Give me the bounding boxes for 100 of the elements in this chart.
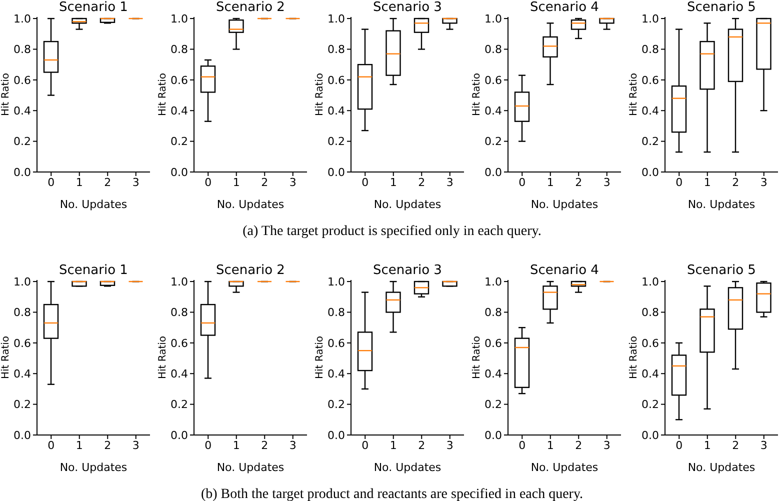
x-tick-label: 3 <box>760 438 768 452</box>
y-tick-label: 0.0 <box>484 428 502 442</box>
y-tick-label: 0.4 <box>14 368 31 381</box>
x-tick-label: 0 <box>362 176 369 189</box>
x-tick-label: 3 <box>289 176 296 189</box>
y-tick-label: 0.2 <box>14 135 31 148</box>
x-axis-title: No. Updates <box>216 198 284 211</box>
x-tick-label: 2 <box>104 438 112 452</box>
x-tick-label: 2 <box>575 176 582 189</box>
y-tick-label: 0.8 <box>642 306 659 320</box>
x-axis-title: No. Updates <box>530 198 598 211</box>
x-tick-label: 0 <box>362 438 369 452</box>
x-axis-title: No. Updates <box>688 461 756 474</box>
y-tick-label: 0.6 <box>14 336 31 350</box>
y-axis-title: Hit Ratio <box>314 336 326 380</box>
x-tick-label: 2 <box>261 176 268 189</box>
x-tick-label: 0 <box>204 438 212 452</box>
text: (a) The target product is specified only in each query. <box>242 224 542 240</box>
x-tick-label: 0 <box>676 176 683 189</box>
x-axis-title: No. Updates <box>688 198 756 211</box>
y-tick-label: 0.6 <box>484 74 502 87</box>
y-tick-label: 0.0 <box>170 166 188 179</box>
x-tick-label: 0 <box>676 438 683 452</box>
x-tick-label: 1 <box>704 438 711 452</box>
x-tick-label: 2 <box>732 438 740 452</box>
x-tick-label: 1 <box>546 176 554 189</box>
y-tick-label: 0.0 <box>14 166 31 179</box>
x-tick-label: 2 <box>104 176 112 189</box>
y-axis-title: Hit Ratio <box>472 72 482 116</box>
x-tick-label: 0 <box>48 176 55 189</box>
chart-title: Scenario 5 <box>687 0 756 15</box>
x-tick-label: 3 <box>132 176 140 189</box>
x-tick-label: 1 <box>390 438 397 452</box>
x-tick-label: 3 <box>603 176 610 189</box>
y-axis-title: Hit Ratio <box>0 336 12 380</box>
chart-title: Scenario 1 <box>59 263 128 278</box>
y-tick-label: 1.0 <box>170 275 188 288</box>
y-tick-label: 0.8 <box>170 306 188 320</box>
y-tick-label: 0.0 <box>484 166 502 179</box>
chart-title: Scenario 5 <box>687 263 756 278</box>
y-tick-label: 0.0 <box>642 166 659 179</box>
y-tick-label: 1.0 <box>328 275 345 288</box>
x-tick-label: 2 <box>418 438 426 452</box>
x-axis-title: No. Updates <box>530 461 598 474</box>
y-tick-label: 0.6 <box>14 74 31 87</box>
y-tick-label: 0.4 <box>484 368 502 381</box>
y-tick-label: 0.8 <box>642 43 659 56</box>
text: (b) Both the target product and reactants are specified in each query. <box>200 487 584 501</box>
y-tick-label: 0.2 <box>484 135 502 148</box>
y-axis-title: Hit Ratio <box>158 336 168 380</box>
x-tick-label: 1 <box>76 176 83 189</box>
y-tick-label: 0.2 <box>328 398 345 412</box>
y-tick-label: 0.8 <box>484 306 502 320</box>
x-tick-label: 3 <box>132 438 140 452</box>
y-tick-label: 0.8 <box>170 43 188 56</box>
x-tick-label: 0 <box>204 176 212 189</box>
y-tick-label: 0.4 <box>14 104 31 118</box>
y-axis-title: Hit Ratio <box>314 72 326 116</box>
y-tick-label: 0.8 <box>14 43 31 56</box>
y-tick-label: 0.6 <box>328 74 345 87</box>
y-tick-label: 0.2 <box>484 398 502 412</box>
chart-title: Scenario 4 <box>530 0 599 15</box>
y-tick-label: 0.6 <box>642 74 659 87</box>
y-tick-label: 0.6 <box>328 336 345 350</box>
y-tick-label: 0.2 <box>14 398 31 412</box>
x-tick-label: 1 <box>704 176 711 189</box>
chart-title: Scenario 3 <box>373 263 442 278</box>
x-tick-label: 3 <box>289 438 296 452</box>
y-axis-title: Hit Ratio <box>628 72 640 116</box>
y-tick-label: 0.4 <box>642 104 659 118</box>
y-tick-label: 1.0 <box>484 275 502 288</box>
y-tick-label: 0.6 <box>642 336 659 350</box>
chart-title: Scenario 2 <box>216 0 285 15</box>
x-tick-label: 0 <box>48 438 55 452</box>
x-tick-label: 3 <box>446 438 454 452</box>
x-axis-title: No. Updates <box>374 461 442 474</box>
y-tick-label: 0.4 <box>484 104 502 118</box>
x-tick-label: 1 <box>232 438 240 452</box>
x-tick-label: 2 <box>261 438 268 452</box>
x-tick-label: 1 <box>76 438 83 452</box>
x-tick-label: 2 <box>418 176 426 189</box>
x-tick-label: 1 <box>232 176 240 189</box>
y-axis-title: Hit Ratio <box>472 336 482 380</box>
y-tick-label: 0.0 <box>14 428 31 442</box>
y-tick-label: 0.8 <box>14 306 31 320</box>
y-tick-label: 0.8 <box>328 306 345 320</box>
y-tick-label: 0.6 <box>484 336 502 350</box>
y-tick-label: 1.0 <box>642 275 659 288</box>
y-tick-label: 0.4 <box>642 368 659 381</box>
x-tick-label: 1 <box>546 438 554 452</box>
y-tick-label: 0.0 <box>328 166 345 179</box>
y-tick-label: 0.6 <box>170 74 188 87</box>
chart-title: Scenario 3 <box>373 0 442 15</box>
y-axis-title: Hit Ratio <box>0 72 12 116</box>
x-axis-title: No. Updates <box>60 461 128 474</box>
chart-title: Scenario 2 <box>216 263 285 278</box>
y-tick-label: 0.4 <box>170 104 188 118</box>
y-tick-label: 0.8 <box>328 43 345 56</box>
y-tick-label: 0.4 <box>328 368 345 381</box>
x-tick-label: 1 <box>390 176 397 189</box>
